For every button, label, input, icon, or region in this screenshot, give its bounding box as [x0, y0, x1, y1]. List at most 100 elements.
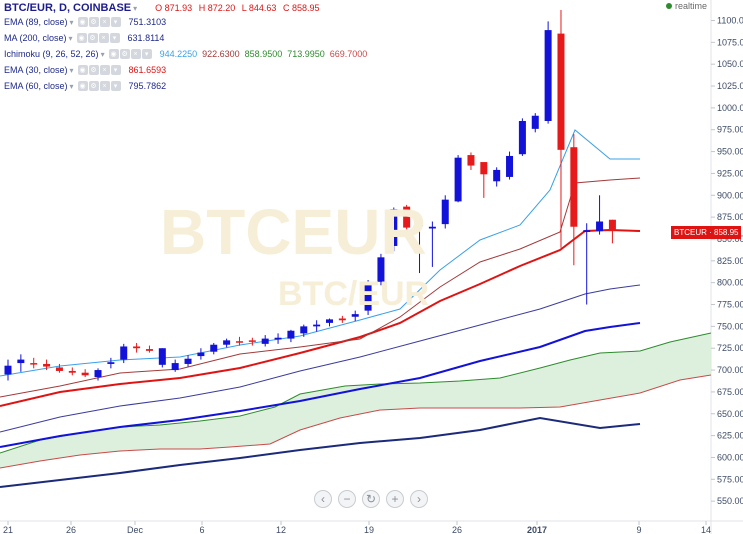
indicator-name[interactable]: EMA (30, close): [4, 65, 68, 75]
ichimoku-span-b-line: [0, 374, 712, 469]
candle-body: [107, 362, 115, 364]
more-icon[interactable]: ▾: [110, 65, 121, 75]
candle-body: [364, 282, 372, 311]
indicator-row-ema60[interactable]: EMA (60, close) ▾ ◉ ⚙ × ▾ 795.7862: [4, 78, 166, 94]
high-value: H 872.20: [198, 3, 236, 13]
eye-icon[interactable]: ◉: [108, 49, 119, 59]
candle-body: [557, 33, 565, 150]
indicator-row-ema89[interactable]: EMA (89, close) ▾ ◉ ⚙ × ▾ 751.3103: [4, 14, 166, 30]
chevron-down-icon[interactable]: ▾: [69, 81, 74, 91]
indicator-value: 631.8114: [127, 33, 165, 43]
candle-body: [30, 363, 38, 365]
close-icon[interactable]: ×: [130, 49, 141, 59]
y-axis-label: 725.00: [717, 343, 743, 353]
candle-body: [518, 120, 526, 155]
more-icon[interactable]: ▾: [109, 33, 120, 43]
reset-icon[interactable]: ↻: [362, 490, 380, 508]
settings-icon[interactable]: ⚙: [88, 65, 99, 75]
symbol-title[interactable]: BTC/EUR, D, COINBASE: [4, 2, 132, 14]
eye-icon[interactable]: ◉: [76, 33, 87, 43]
y-axis-label: 800.00: [717, 278, 743, 288]
settings-icon[interactable]: ⚙: [87, 33, 98, 43]
eye-icon[interactable]: ◉: [77, 65, 88, 75]
y-axis-label: 675.00: [717, 387, 743, 397]
settings-icon[interactable]: ⚙: [119, 49, 130, 59]
candle-body: [17, 359, 25, 364]
indicator-name[interactable]: Ichimoku (9, 26, 52, 26): [4, 49, 99, 59]
candle-body: [133, 346, 141, 349]
settings-icon[interactable]: ⚙: [88, 81, 99, 91]
indicator-value: 795.7862: [128, 81, 167, 91]
chevron-down-icon[interactable]: ▾: [69, 65, 74, 75]
indicator-value: 922.6300: [202, 49, 240, 59]
candle-body: [596, 221, 604, 232]
indicator-name[interactable]: EMA (89, close): [4, 17, 68, 27]
chevron-down-icon[interactable]: ▾: [133, 3, 138, 13]
candle-body: [300, 326, 308, 334]
candle-body: [313, 324, 321, 327]
indicator-row-ema30[interactable]: EMA (30, close) ▾ ◉ ⚙ × ▾ 861.6593: [4, 62, 166, 78]
indicator-row-ma200[interactable]: MA (200, close) ▾ ◉ ⚙ × ▾ 631.8114: [4, 30, 164, 46]
candle-body: [338, 318, 346, 321]
zoom-out-icon[interactable]: −: [338, 490, 356, 508]
eye-icon[interactable]: ◉: [77, 81, 88, 91]
more-icon[interactable]: ▾: [141, 49, 152, 59]
candle-body: [287, 330, 295, 339]
y-axis-label: 575.00: [717, 474, 743, 484]
chevron-down-icon[interactable]: ▾: [69, 17, 74, 27]
candle-body: [274, 337, 282, 340]
close-icon[interactable]: ×: [99, 17, 110, 27]
close-value: C 858.95: [282, 3, 320, 13]
chevron-down-icon[interactable]: ▾: [68, 33, 73, 43]
indicator-value: 858.9500: [244, 49, 283, 59]
candle-body: [171, 363, 179, 371]
indicator-value: 944.2250: [159, 49, 198, 59]
candle-body: [493, 169, 501, 182]
arrow-right-icon[interactable]: ›: [410, 490, 428, 508]
settings-icon[interactable]: ⚙: [88, 17, 99, 27]
candle-body: [390, 209, 398, 246]
eye-icon[interactable]: ◉: [77, 17, 88, 27]
y-axis-label: 700.00: [717, 365, 743, 375]
close-icon[interactable]: ×: [98, 33, 109, 43]
realtime-label: realtime: [674, 1, 707, 11]
ema89-line: [0, 322, 641, 448]
close-icon[interactable]: ×: [99, 81, 110, 91]
candle-body: [261, 338, 269, 344]
more-icon[interactable]: ▾: [110, 17, 121, 27]
candle-body: [94, 370, 102, 378]
open-value: O 871.93: [155, 3, 193, 13]
chevron-down-icon[interactable]: ▾: [100, 49, 105, 59]
x-axis-label: Dec: [127, 525, 144, 534]
indicator-name[interactable]: MA (200, close): [4, 33, 67, 43]
indicator-row-ichimoku[interactable]: Ichimoku (9, 26, 52, 26) ▾ ◉ ⚙ × ▾ 944.2250…: [4, 46, 367, 62]
candle-body: [570, 147, 578, 227]
arrow-left-icon[interactable]: ‹: [314, 490, 332, 508]
close-icon[interactable]: ×: [99, 65, 110, 75]
y-axis-label: 925.00: [717, 168, 743, 178]
candle-body: [377, 257, 385, 282]
x-axis-label: 9: [636, 525, 641, 534]
more-icon[interactable]: ▾: [110, 81, 121, 91]
y-axis-label: 550.00: [717, 496, 743, 506]
x-axis-label: 2017: [527, 525, 547, 534]
indicator-value: 751.3103: [128, 17, 167, 27]
candle-body: [480, 162, 488, 175]
indicator-value: 861.6593: [128, 65, 167, 75]
ichimoku-cloud: [0, 333, 711, 468]
x-axis-label: 19: [364, 525, 374, 534]
y-axis-label: 600.00: [717, 452, 743, 462]
indicator-name[interactable]: EMA (60, close): [4, 81, 68, 91]
candle-body: [4, 365, 12, 375]
chart-navigation: ‹ − ↻ + ›: [314, 490, 428, 508]
zoom-in-icon[interactable]: +: [386, 490, 404, 508]
y-axis-label: 975.00: [717, 125, 743, 135]
candle-body: [68, 370, 76, 373]
y-axis-label: 950.00: [717, 147, 743, 157]
x-axis-label: 26: [452, 525, 462, 534]
ema30-line: [0, 228, 641, 407]
y-axis-label: 1100.00: [717, 15, 743, 25]
candle-body: [428, 226, 436, 229]
